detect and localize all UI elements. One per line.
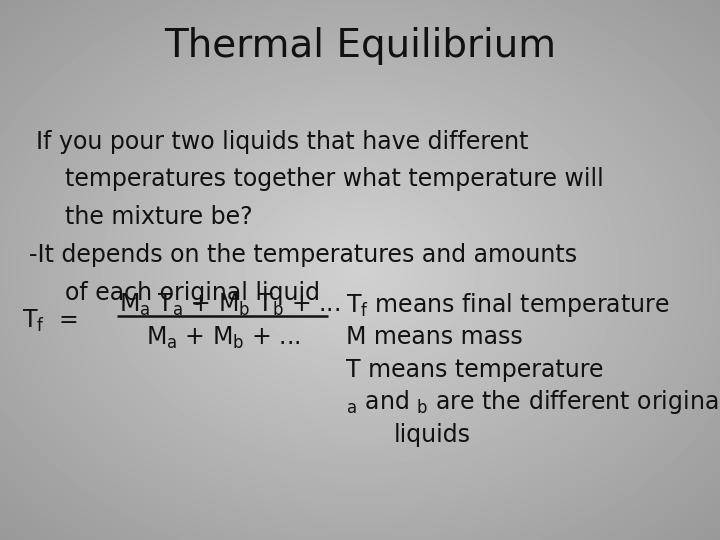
Text: the mixture be?: the mixture be? (65, 205, 253, 229)
Text: liquids: liquids (394, 423, 470, 447)
Text: T$_\mathregular{f}$  =: T$_\mathregular{f}$ = (22, 308, 77, 334)
Text: If you pour two liquids that have different: If you pour two liquids that have differ… (36, 130, 528, 153)
Text: temperatures together what temperature will: temperatures together what temperature w… (65, 167, 603, 191)
Text: $_\mathregular{a}$ and $_\mathregular{b}$ are the different original: $_\mathregular{a}$ and $_\mathregular{b}… (346, 388, 720, 416)
Text: T means temperature: T means temperature (346, 358, 603, 382)
Text: M$_\mathregular{a}$ T$_\mathregular{a}$ + M$_\mathregular{b}$ T$_\mathregular{b}: M$_\mathregular{a}$ T$_\mathregular{a}$ … (119, 292, 340, 318)
Text: M$_\mathregular{a}$ + M$_\mathregular{b}$ + ...: M$_\mathregular{a}$ + M$_\mathregular{b}… (145, 325, 301, 350)
Text: of each original liquid: of each original liquid (65, 281, 320, 305)
Text: -It depends on the temperatures and amounts: -It depends on the temperatures and amou… (29, 243, 577, 267)
Text: T$_\mathregular{f}$ means final temperature: T$_\mathregular{f}$ means final temperat… (346, 291, 670, 319)
Text: Thermal Equilibrium: Thermal Equilibrium (164, 27, 556, 65)
Text: M means mass: M means mass (346, 326, 522, 349)
